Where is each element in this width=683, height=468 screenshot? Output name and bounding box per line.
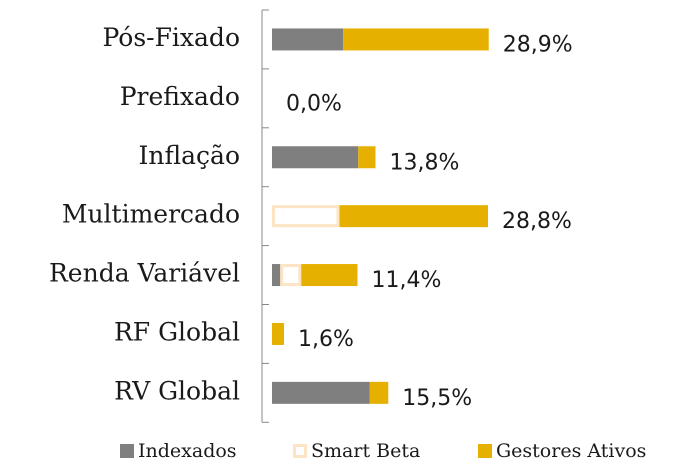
category-label: Prefixado <box>120 82 240 111</box>
total-label: 28,9% <box>503 32 573 57</box>
category-label: Multimercado <box>62 200 240 229</box>
bar-segment <box>301 264 358 287</box>
bar-segment <box>358 146 376 169</box>
bar-segment <box>339 205 488 228</box>
bar-segment <box>343 28 489 51</box>
bar-segment <box>280 264 302 287</box>
bar-segment <box>272 146 359 169</box>
total-label: 0,0% <box>286 91 342 116</box>
legend-swatch <box>478 444 492 458</box>
bar-segment <box>272 322 284 345</box>
bar-segment <box>272 381 370 404</box>
total-label: 28,8% <box>502 209 572 234</box>
total-label: 1,6% <box>298 327 354 352</box>
legend-swatch <box>293 444 307 458</box>
legend-swatch <box>120 444 134 458</box>
legend-label: Gestores Ativos <box>496 440 646 462</box>
total-label: 13,8% <box>390 150 460 175</box>
legend-label: Smart Beta <box>311 440 420 462</box>
category-label: Pós-Fixado <box>102 23 240 52</box>
legend-label: Indexados <box>138 440 237 462</box>
bar-segment <box>272 264 281 287</box>
total-label: 11,4% <box>372 268 442 293</box>
bar-segment <box>272 205 340 228</box>
bar-segment <box>272 28 344 51</box>
category-label: RF Global <box>114 317 240 346</box>
category-label: Renda Variável <box>49 259 240 288</box>
bar-segment <box>369 381 389 404</box>
total-label: 15,5% <box>402 386 472 411</box>
category-label: Inflação <box>138 141 240 170</box>
category-label: RV Global <box>114 376 240 405</box>
